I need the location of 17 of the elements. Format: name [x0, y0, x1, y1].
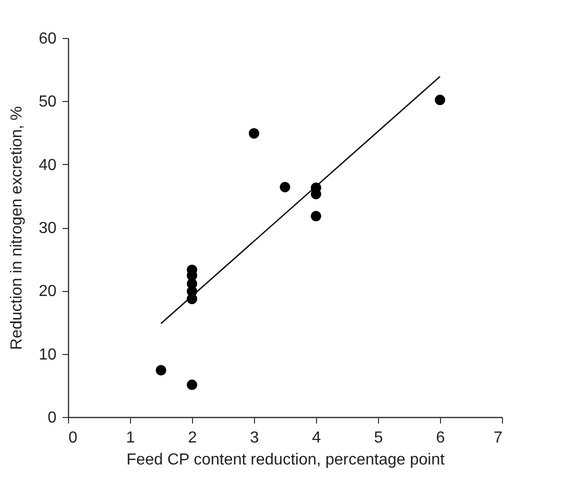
- y-axis-title: Reduction in nitrogen excretion, %: [8, 106, 26, 350]
- x-tick-label: 6: [436, 430, 446, 446]
- x-tick-label: 1: [126, 430, 136, 446]
- y-tick-label: 0: [48, 410, 57, 426]
- x-tick-label: 4: [312, 430, 322, 446]
- x-axis-title: Feed CP content reduction, percentage point: [126, 452, 446, 468]
- y-tick-label: 40: [38, 156, 57, 174]
- x-tick-label: 3: [250, 430, 260, 446]
- x-tick-label: 2: [188, 430, 198, 446]
- x-tick-label: 0: [68, 430, 78, 446]
- y-tick-label: 20: [38, 283, 57, 300]
- y-tick-label: 30: [38, 220, 57, 237]
- y-tick-label: 50: [38, 94, 57, 111]
- x-tick-label: 7: [494, 430, 503, 446]
- y-tick-label: 10: [38, 346, 57, 364]
- y-tick-label: 60: [38, 30, 57, 48]
- x-tick-label: 5: [374, 430, 384, 446]
